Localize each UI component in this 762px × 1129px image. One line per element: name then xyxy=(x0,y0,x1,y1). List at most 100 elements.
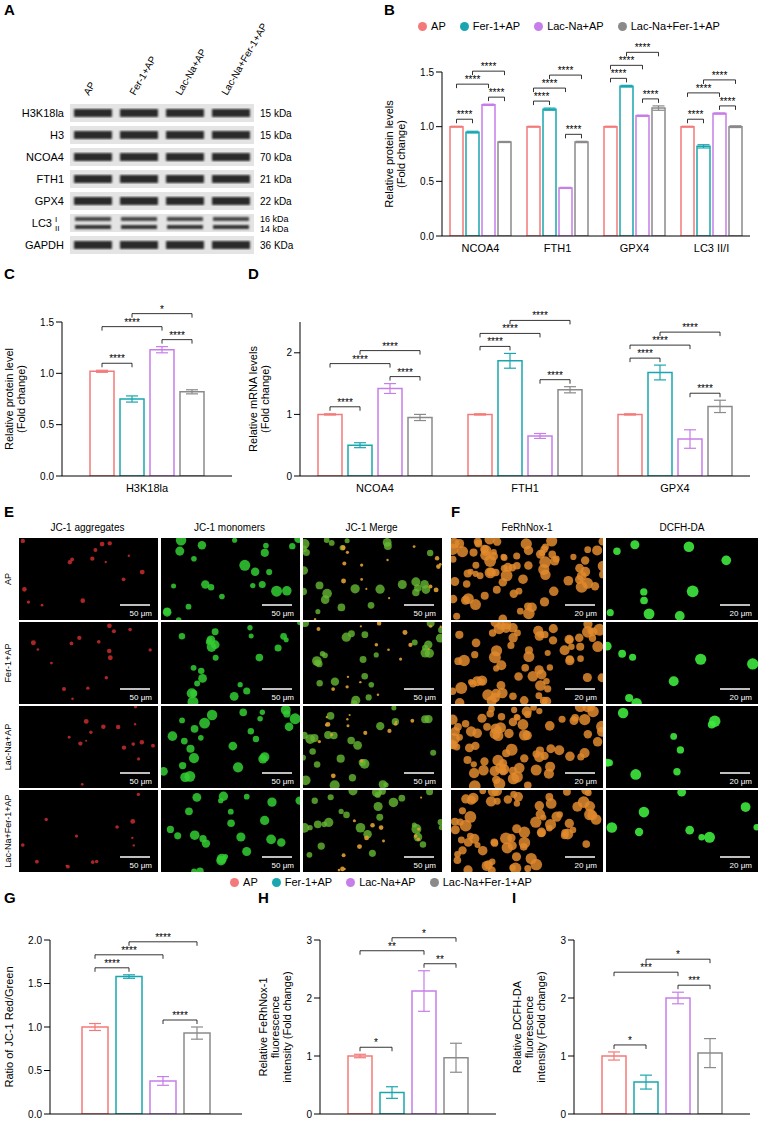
svg-text:LC3: LC3 xyxy=(32,217,52,229)
svg-text:1.5: 1.5 xyxy=(28,978,42,989)
svg-text:****: **** xyxy=(542,78,558,89)
svg-text:0.0: 0.0 xyxy=(40,471,54,482)
svg-text:****: **** xyxy=(652,335,668,346)
svg-text:**: ** xyxy=(388,941,396,952)
svg-text:2: 2 xyxy=(286,347,292,358)
svg-text:Relative DCFH-DA: Relative DCFH-DA xyxy=(511,980,523,1073)
svg-text:****: **** xyxy=(124,317,140,328)
svg-text:LC3 II/I: LC3 II/I xyxy=(694,242,729,254)
svg-text:****: **** xyxy=(481,61,497,72)
svg-text:0: 0 xyxy=(286,471,292,482)
svg-text:0.0: 0.0 xyxy=(28,1109,42,1120)
svg-text:II: II xyxy=(55,224,59,233)
svg-text:0.5: 0.5 xyxy=(420,176,434,187)
svg-text:2: 2 xyxy=(560,993,566,1004)
svg-text:1: 1 xyxy=(306,1051,312,1062)
svg-text:****: **** xyxy=(397,367,413,378)
svg-text:Relative protein levels: Relative protein levels xyxy=(383,100,395,208)
svg-text:2: 2 xyxy=(306,993,312,1004)
svg-text:****: **** xyxy=(712,70,728,81)
svg-text:Fer-1+AP: Fer-1+AP xyxy=(3,644,13,683)
svg-text:FTH1: FTH1 xyxy=(544,242,572,254)
svg-text:3: 3 xyxy=(306,935,312,946)
svg-text:1.0: 1.0 xyxy=(28,1022,42,1033)
svg-text:****: **** xyxy=(643,89,659,100)
svg-text:****: **** xyxy=(635,42,651,53)
svg-text:****: **** xyxy=(534,91,550,102)
svg-text:70 kDa: 70 kDa xyxy=(260,152,292,163)
svg-text:(Fold change): (Fold change) xyxy=(259,365,271,433)
svg-text:0.0: 0.0 xyxy=(420,231,434,242)
svg-text:22 kDa: 22 kDa xyxy=(260,196,292,207)
svg-text:****: **** xyxy=(104,958,120,969)
svg-text:1: 1 xyxy=(286,409,292,420)
svg-text:(Fold change): (Fold change) xyxy=(395,120,407,188)
svg-text:GPX4: GPX4 xyxy=(620,242,649,254)
svg-text:2.0: 2.0 xyxy=(28,935,42,946)
svg-text:20 μm: 20 μm xyxy=(730,609,753,618)
svg-text:*: * xyxy=(422,928,426,939)
svg-text:Relative protein level: Relative protein level xyxy=(3,348,15,450)
svg-text:50 μm: 50 μm xyxy=(272,609,295,618)
svg-text:Ratio of JC-1 Red/Green: Ratio of JC-1 Red/Green xyxy=(3,966,15,1087)
svg-text:Lac-Na+Fer-1+AP: Lac-Na+Fer-1+AP xyxy=(219,21,269,97)
svg-text:AP: AP xyxy=(81,80,97,97)
svg-text:50 μm: 50 μm xyxy=(130,609,153,618)
svg-text:****: **** xyxy=(637,348,653,359)
svg-text:FTH1: FTH1 xyxy=(37,173,65,185)
svg-text:50 μm: 50 μm xyxy=(130,777,153,786)
svg-text:****: **** xyxy=(558,65,574,76)
svg-text:****: **** xyxy=(502,323,518,334)
svg-text:50 μm: 50 μm xyxy=(130,861,153,870)
svg-text:****: **** xyxy=(465,74,481,85)
svg-text:3: 3 xyxy=(560,935,566,946)
svg-text:fluorescence: fluorescence xyxy=(269,996,281,1058)
svg-text:AP: AP xyxy=(3,573,13,585)
svg-text:0: 0 xyxy=(560,1109,566,1120)
svg-text:****: **** xyxy=(489,87,505,98)
svg-text:****: **** xyxy=(169,330,185,341)
svg-text:****: **** xyxy=(611,68,627,79)
svg-text:1.0: 1.0 xyxy=(40,368,54,379)
svg-text:21 kDa: 21 kDa xyxy=(260,174,292,185)
svg-text:*: * xyxy=(160,304,164,315)
svg-text:0.5: 0.5 xyxy=(28,1065,42,1076)
svg-text:Lac-Na+AP: Lac-Na+AP xyxy=(173,47,208,97)
svg-text:0.5: 0.5 xyxy=(40,419,54,430)
svg-text:NCOA4: NCOA4 xyxy=(26,151,64,163)
svg-text:20 μm: 20 μm xyxy=(730,777,753,786)
svg-text:1.5: 1.5 xyxy=(40,317,54,328)
svg-text:20 μm: 20 μm xyxy=(730,693,753,702)
svg-text:(Fold change): (Fold change) xyxy=(15,365,27,433)
svg-text:****: **** xyxy=(109,353,125,364)
svg-text:****: **** xyxy=(457,109,473,120)
svg-text:***: *** xyxy=(688,975,700,986)
svg-text:Relative mRNA levels: Relative mRNA levels xyxy=(247,346,259,452)
svg-text:H3K18la: H3K18la xyxy=(126,482,169,494)
svg-text:0: 0 xyxy=(306,1109,312,1120)
svg-text:Lac-Na+Fer-1+AP: Lac-Na+Fer-1+AP xyxy=(3,794,13,867)
svg-text:20 μm: 20 μm xyxy=(575,609,598,618)
svg-text:20 μm: 20 μm xyxy=(575,693,598,702)
svg-text:50 μm: 50 μm xyxy=(414,861,437,870)
svg-text:1.0: 1.0 xyxy=(420,121,434,132)
svg-text:*: * xyxy=(628,1035,632,1046)
svg-text:14 kDa: 14 kDa xyxy=(260,224,289,234)
svg-text:I: I xyxy=(55,215,57,224)
svg-text:20 μm: 20 μm xyxy=(730,861,753,870)
svg-text:****: **** xyxy=(696,83,712,94)
svg-text:Lac-Na+AP: Lac-Na+AP xyxy=(3,724,13,770)
svg-text:H3: H3 xyxy=(50,129,64,141)
svg-text:fluorescence: fluorescence xyxy=(523,996,535,1058)
svg-text:****: **** xyxy=(682,322,698,333)
svg-text:intensity (Fold change): intensity (Fold change) xyxy=(535,971,547,1082)
svg-text:****: **** xyxy=(382,341,398,352)
svg-text:****: **** xyxy=(172,1010,188,1021)
svg-text:*: * xyxy=(676,949,680,960)
svg-text:Fer-1+AP: Fer-1+AP xyxy=(127,54,158,97)
svg-text:20 μm: 20 μm xyxy=(575,777,598,786)
svg-text:Relative FeRhNox-1: Relative FeRhNox-1 xyxy=(257,977,269,1076)
svg-text:50 μm: 50 μm xyxy=(272,693,295,702)
svg-text:****: **** xyxy=(720,96,736,107)
svg-text:****: **** xyxy=(487,336,503,347)
